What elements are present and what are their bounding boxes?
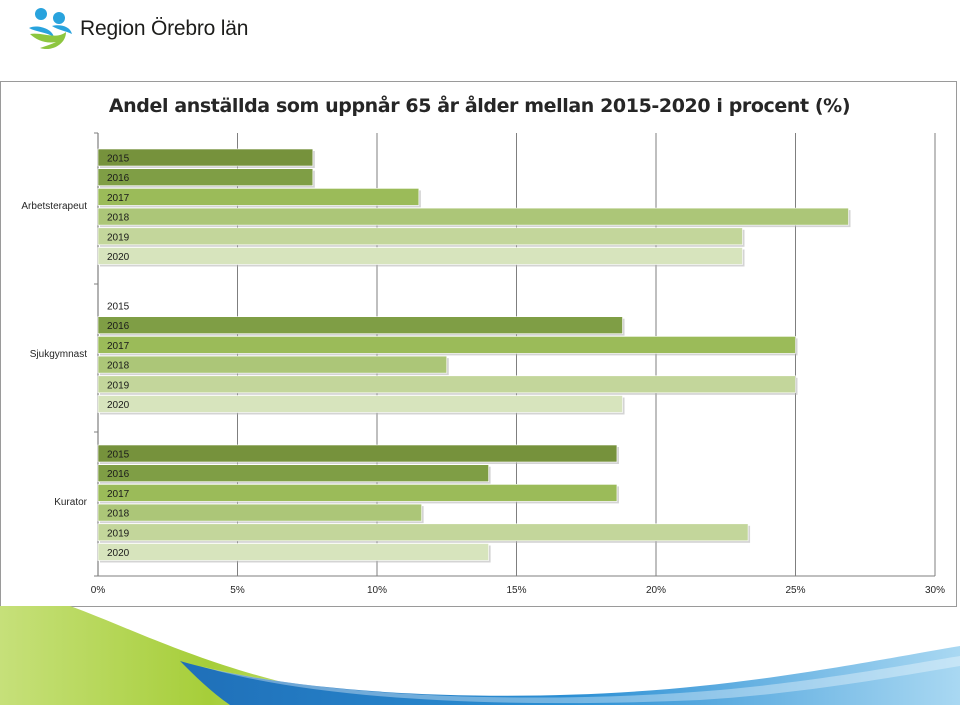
footer-swoosh xyxy=(0,606,960,705)
x-tick-label: 10% xyxy=(367,585,387,596)
bar-arbetsterapeut-2016 xyxy=(97,168,314,186)
category-label: Kurator xyxy=(54,497,87,508)
chart-title: Andel anställda som uppnår 65 år ålder m… xyxy=(108,95,851,117)
bar-year-label: 2019 xyxy=(107,528,130,539)
bar-kurator-2017 xyxy=(97,484,618,502)
bar-year-label: 2016 xyxy=(107,469,130,480)
x-tick-label: 20% xyxy=(646,585,666,596)
bar-kurator-2018 xyxy=(97,503,422,522)
logo-figures-icon xyxy=(29,8,72,50)
bar-year-label: 2017 xyxy=(107,193,130,204)
bar-year-label: 2019 xyxy=(107,232,130,243)
bar-year-label: 2017 xyxy=(107,489,130,500)
region-orebro-logo: Region Örebro län xyxy=(26,4,266,54)
bar-arbetsterapeut-2019 xyxy=(97,227,743,246)
bar-chart: 2015 2016 2017 2018 2019 2020 2015 2016 2017 2018… xyxy=(21,132,945,596)
x-tick-label: 30% xyxy=(925,585,945,596)
bar-arbetsterapeut-2018 xyxy=(97,207,849,226)
bar-kurator-2016 xyxy=(97,464,489,483)
chart-container: Andel anställda som uppnår 65 år ålder m… xyxy=(0,81,957,607)
bar-year-label: 2016 xyxy=(107,173,130,184)
bar-sjukgymnast-2017 xyxy=(97,336,796,354)
bar-year-label: 2017 xyxy=(107,341,130,352)
bar-year-label: 2016 xyxy=(107,321,130,332)
bar-year-label: 2018 xyxy=(107,509,130,520)
category-label: Arbetsterapeut xyxy=(21,201,87,212)
category-label: Sjukgymnast xyxy=(30,349,87,360)
x-tick-label: 5% xyxy=(230,585,245,596)
bar-arbetsterapeut-2020 xyxy=(97,247,743,265)
bar-year-label: 2020 xyxy=(107,548,130,559)
bar-kurator-2019 xyxy=(97,523,749,542)
bar-kurator-2015 xyxy=(97,444,618,463)
axes: 0% 5% 10% 15% 20% 25% 30% Arbetsterapeut Sjukgym… xyxy=(21,132,945,596)
bar-year-label: 2018 xyxy=(107,361,130,372)
bar-sjukgymnast-2016 xyxy=(97,316,623,334)
bar-year-label: 2018 xyxy=(107,213,130,224)
bar-year-label: 2020 xyxy=(107,400,130,411)
x-tick-label: 25% xyxy=(785,585,805,596)
bar-year-label: 2019 xyxy=(107,380,130,391)
logo-text: Region Örebro län xyxy=(80,17,249,40)
bar-kurator-2020 xyxy=(97,543,489,561)
bar-year-label: 2015 xyxy=(107,450,130,461)
bar-sjukgymnast-2019 xyxy=(97,375,796,394)
bar-year-label: 2015 xyxy=(107,154,130,165)
bar-sjukgymnast-2020 xyxy=(97,395,623,413)
bar-year-label: 2015 xyxy=(107,302,130,313)
x-tick-label: 0% xyxy=(91,585,106,596)
bar-arbetsterapeut-2017 xyxy=(97,188,420,206)
bar-arbetsterapeut-2015 xyxy=(97,148,314,167)
bar-year-label: 2020 xyxy=(107,252,130,263)
x-tick-label: 15% xyxy=(506,585,526,596)
bars: 2015 2016 2017 2018 2019 2020 2015 2016 2017 2018… xyxy=(97,148,851,563)
bar-sjukgymnast-2018 xyxy=(97,355,448,374)
